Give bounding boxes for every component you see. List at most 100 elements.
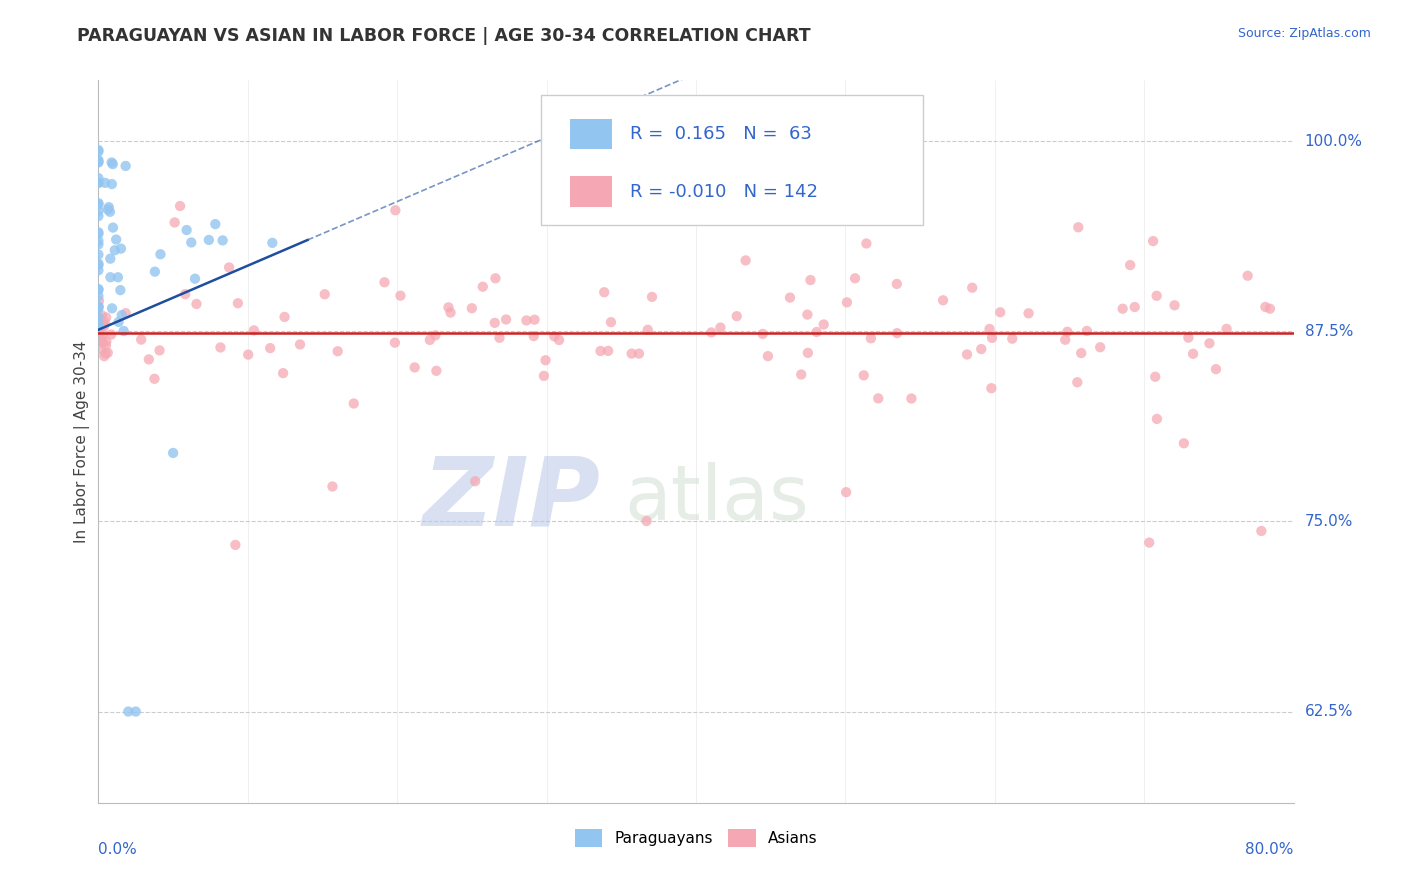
Point — [162, 446, 184, 460]
Point — [806, 325, 828, 339]
Point — [288, 337, 311, 351]
Point — [813, 318, 835, 332]
Point — [97, 345, 120, 359]
Point — [174, 287, 197, 301]
Point — [343, 396, 366, 410]
FancyBboxPatch shape — [571, 119, 613, 149]
Point — [734, 253, 756, 268]
Point — [104, 244, 127, 258]
Y-axis label: In Labor Force | Age 30-34: In Labor Force | Age 30-34 — [75, 340, 90, 543]
Point — [1066, 376, 1088, 390]
Point — [598, 343, 620, 358]
Point — [979, 322, 1001, 336]
Point — [87, 234, 110, 248]
Point — [1205, 362, 1227, 376]
Point — [87, 319, 110, 334]
Text: 80.0%: 80.0% — [1246, 842, 1294, 856]
Point — [593, 285, 616, 300]
Point — [91, 335, 114, 350]
Point — [790, 368, 813, 382]
Point — [87, 227, 110, 241]
Point — [620, 346, 643, 360]
Point — [389, 288, 412, 302]
Point — [87, 311, 110, 326]
Point — [709, 320, 731, 334]
FancyBboxPatch shape — [571, 177, 613, 207]
Point — [900, 392, 922, 406]
Point — [97, 202, 120, 217]
Point — [224, 538, 246, 552]
Point — [94, 176, 117, 190]
Point — [956, 347, 979, 361]
Point — [488, 331, 510, 345]
Point — [852, 368, 875, 383]
Text: ZIP: ZIP — [422, 453, 600, 546]
Point — [548, 333, 571, 347]
Text: 75.0%: 75.0% — [1305, 514, 1353, 529]
Point — [1144, 369, 1167, 384]
Point — [859, 331, 882, 345]
Point — [87, 310, 110, 324]
Point — [1146, 289, 1168, 303]
Point — [471, 279, 494, 293]
Point — [87, 282, 110, 296]
Point — [87, 171, 110, 186]
Point — [87, 283, 110, 297]
Point — [515, 313, 537, 327]
Point — [543, 329, 565, 343]
Point — [87, 196, 110, 211]
Point — [105, 233, 128, 247]
Point — [1254, 300, 1277, 314]
Point — [794, 200, 817, 214]
Point — [981, 331, 1004, 345]
Point — [218, 260, 240, 275]
Point — [523, 329, 546, 343]
Point — [835, 485, 858, 500]
Point — [204, 217, 226, 231]
Point — [980, 381, 1002, 395]
Point — [1088, 340, 1111, 354]
Point — [439, 305, 461, 319]
Point — [198, 233, 221, 247]
Point — [100, 270, 122, 285]
Point — [87, 237, 110, 252]
Point — [637, 323, 659, 337]
Point — [101, 301, 124, 316]
Point — [425, 328, 447, 343]
Point — [273, 310, 295, 324]
Point — [87, 155, 110, 169]
Point — [1215, 322, 1237, 336]
Point — [110, 283, 132, 297]
Point — [110, 242, 132, 256]
Text: 62.5%: 62.5% — [1305, 704, 1353, 719]
Point — [89, 331, 111, 345]
Point — [87, 143, 110, 157]
Point — [87, 300, 110, 314]
Point — [779, 291, 801, 305]
Point — [143, 265, 166, 279]
Point — [932, 293, 955, 308]
Point — [404, 360, 426, 375]
Point — [90, 333, 112, 347]
Point — [98, 204, 121, 219]
Point — [90, 334, 112, 348]
Point — [114, 159, 136, 173]
Point — [87, 225, 110, 239]
Point — [87, 258, 110, 272]
Point — [87, 247, 110, 261]
Point — [238, 348, 260, 362]
Point — [419, 333, 441, 347]
Point — [1001, 332, 1024, 346]
Point — [94, 346, 117, 360]
Point — [636, 514, 658, 528]
Point — [143, 372, 166, 386]
Point — [149, 247, 172, 261]
Point — [114, 306, 136, 320]
Text: 87.5%: 87.5% — [1305, 324, 1353, 339]
Point — [186, 297, 208, 311]
Point — [90, 309, 112, 323]
Point — [243, 323, 266, 337]
Point — [211, 234, 233, 248]
Point — [484, 271, 506, 285]
Point — [87, 197, 110, 211]
